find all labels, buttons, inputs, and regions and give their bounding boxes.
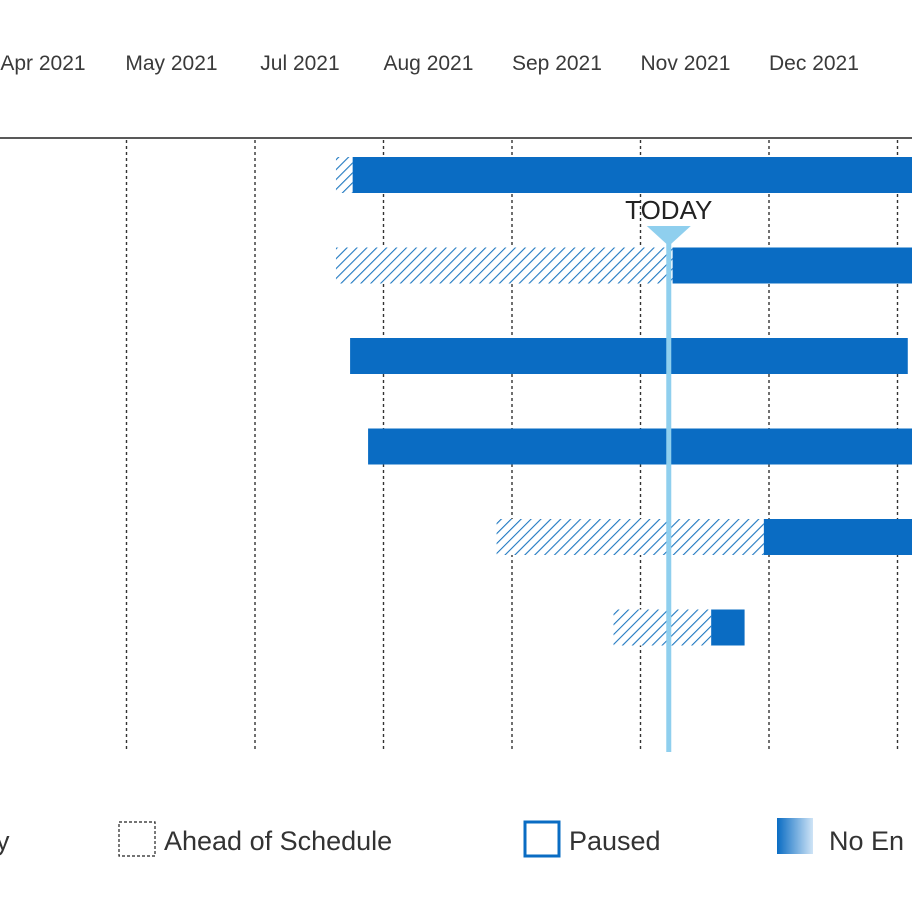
- task-bar: [352, 157, 912, 193]
- x-tick-label: Sep 2021: [512, 52, 602, 75]
- legend-swatch-paused: [523, 820, 561, 858]
- task-bar: [763, 519, 912, 555]
- task-row: [368, 428, 912, 465]
- legend-label-no-end: No En: [829, 826, 904, 856]
- task-bar: [672, 247, 912, 284]
- x-tick-label: May 2021: [125, 52, 217, 75]
- legend: y Ahead of Schedule Paused No En: [0, 818, 904, 858]
- ahead-bar: [335, 247, 673, 284]
- legend-swatch-ahead: [118, 821, 156, 857]
- task-row: [613, 609, 745, 646]
- ahead-bar: [335, 157, 353, 193]
- ahead-bar: [496, 519, 764, 555]
- task-row: [350, 338, 908, 374]
- today-label: TODAY: [625, 195, 712, 225]
- x-tick-label: Aug 2021: [384, 52, 474, 75]
- today-marker: TODAY: [625, 195, 712, 752]
- task-row: [335, 247, 912, 284]
- x-tick-label: Apr 2021: [0, 52, 85, 75]
- x-tick-label: Nov 2021: [641, 52, 731, 75]
- x-axis-tick-labels: Apr 2021 May 2021 Jul 2021 Aug 2021 Sep 2021…: [0, 52, 859, 75]
- task-row: [335, 157, 912, 193]
- task-row: [496, 519, 912, 555]
- task-bar: [350, 338, 908, 374]
- legend-label-ahead: Ahead of Schedule: [164, 826, 392, 856]
- task-bars: [335, 157, 912, 646]
- x-tick-label: Jul 2021: [260, 52, 339, 75]
- task-bar: [711, 609, 745, 646]
- legend-label-paused: Paused: [569, 826, 661, 856]
- legend-swatch-no-end: [777, 818, 813, 854]
- task-bar: [368, 428, 912, 465]
- today-triangle-icon: [646, 226, 691, 246]
- x-tick-label: Dec 2021: [769, 52, 859, 75]
- ahead-bar: [613, 609, 712, 646]
- legend-label-partial: y: [0, 826, 10, 856]
